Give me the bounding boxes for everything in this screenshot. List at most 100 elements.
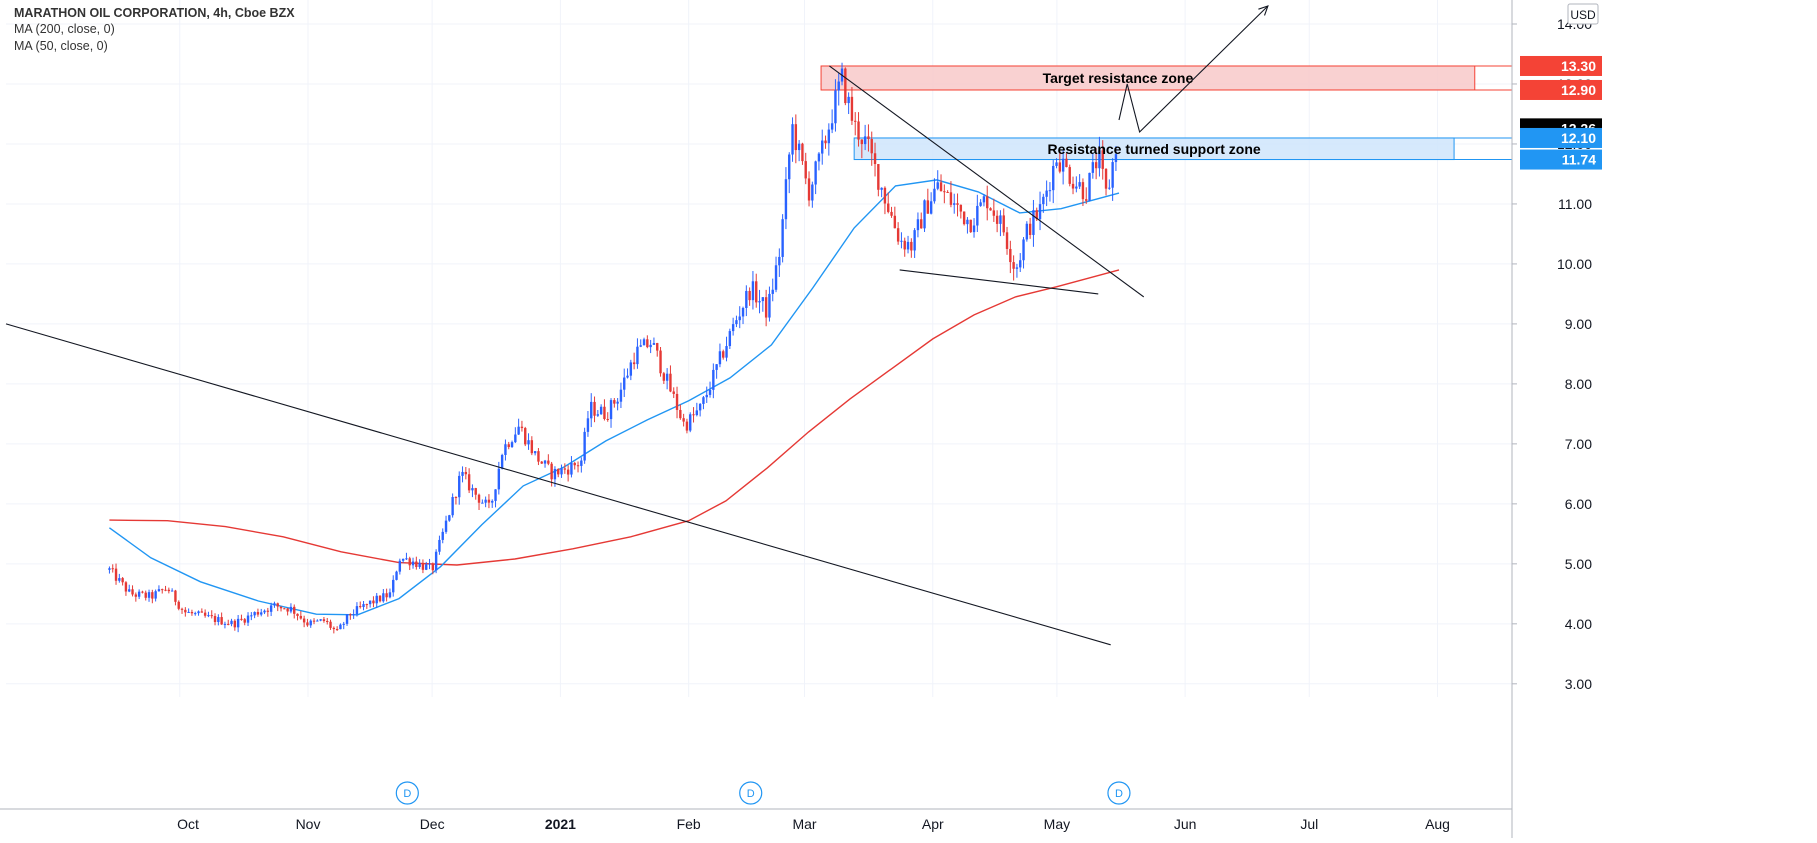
ma200-legend[interactable]: MA (200, close, 0) xyxy=(14,22,115,36)
currency-box[interactable] xyxy=(1567,3,1599,25)
candle-body xyxy=(428,563,431,565)
candle-body xyxy=(1035,210,1038,220)
projection-path[interactable] xyxy=(1118,5,1269,134)
candle-body xyxy=(563,468,567,470)
candle-body xyxy=(517,426,520,435)
candle-body xyxy=(250,615,253,617)
candle-body xyxy=(438,539,441,552)
candle-body xyxy=(599,406,603,415)
trendline[interactable] xyxy=(829,65,1145,298)
candle-body xyxy=(959,204,963,212)
candle-body xyxy=(616,401,619,404)
candle-body xyxy=(395,571,398,580)
candle-body xyxy=(695,410,699,416)
candle-body xyxy=(312,620,316,622)
candle-body xyxy=(266,610,270,612)
candle-body xyxy=(207,615,210,617)
candle-body xyxy=(332,627,336,630)
candle-body xyxy=(194,613,197,615)
projection-arrowhead xyxy=(1258,5,1269,16)
candle-body xyxy=(335,629,339,631)
candle-body xyxy=(863,136,867,145)
candle-body xyxy=(411,561,415,566)
candle-body xyxy=(880,187,883,190)
candle-body xyxy=(329,621,332,628)
candle-body xyxy=(425,564,428,570)
candle-body xyxy=(850,96,854,121)
candle-body xyxy=(1022,239,1025,261)
candle-body xyxy=(705,394,708,398)
candle-body xyxy=(269,605,273,612)
price-label-text: 11.74 xyxy=(1562,152,1596,168)
candle-body xyxy=(299,615,303,619)
candle-body xyxy=(953,203,956,205)
trendline[interactable] xyxy=(5,323,1111,646)
candle-body xyxy=(929,201,933,214)
dividend-marker[interactable] xyxy=(395,781,419,805)
candle-body xyxy=(494,489,497,501)
candle-body xyxy=(751,281,755,301)
candle-body xyxy=(203,612,207,616)
candle-body xyxy=(923,200,926,229)
candle-body xyxy=(467,474,471,491)
candle-body xyxy=(623,377,626,390)
candle-body xyxy=(236,618,240,628)
candle-body xyxy=(114,568,118,581)
dividend-marker[interactable] xyxy=(1107,781,1131,805)
candle-body xyxy=(240,618,243,620)
y-tick-label: 5.00 xyxy=(1565,556,1592,572)
x-tick-label: Nov xyxy=(296,816,321,832)
candle-body xyxy=(293,606,296,614)
ma50-legend[interactable]: MA (50, close, 0) xyxy=(14,39,108,53)
candle-body xyxy=(1111,162,1114,188)
candle-body xyxy=(527,440,530,445)
candle-body xyxy=(1094,162,1098,169)
candle-body xyxy=(669,373,672,392)
candle-body xyxy=(339,624,342,630)
candle-body xyxy=(276,603,279,607)
candle-body xyxy=(1015,267,1019,269)
candle-body xyxy=(1071,183,1075,189)
candle-body xyxy=(431,563,435,571)
candle-body xyxy=(233,620,237,628)
candle-body xyxy=(679,409,682,419)
candle-body xyxy=(566,469,570,475)
candle-body xyxy=(1104,168,1108,189)
x-tick-label: Oct xyxy=(177,816,199,832)
candle-body xyxy=(180,608,184,610)
trendline[interactable] xyxy=(899,269,1099,295)
candle-body xyxy=(306,622,309,626)
candle-body xyxy=(147,592,151,598)
zone-label: Target resistance zone xyxy=(1043,70,1194,86)
candle-body xyxy=(626,375,629,378)
candle-body xyxy=(854,120,857,122)
candle-body xyxy=(289,606,293,612)
candle-body xyxy=(890,211,893,216)
dividend-marker[interactable] xyxy=(739,781,763,805)
candle-body xyxy=(326,620,329,622)
candle-body xyxy=(781,219,784,257)
candle-body xyxy=(1085,199,1088,201)
candle-body xyxy=(797,143,801,151)
candle-body xyxy=(768,293,771,318)
candle-body xyxy=(161,589,164,591)
candle-body xyxy=(434,551,438,571)
candle-body xyxy=(586,418,590,432)
candle-body xyxy=(791,124,794,155)
candle-body xyxy=(580,460,583,466)
candle-body xyxy=(273,603,276,606)
candle-body xyxy=(510,442,514,448)
price-label-box xyxy=(1520,55,1602,76)
candle-body xyxy=(741,307,745,317)
candle-body xyxy=(385,593,388,598)
candle-body xyxy=(603,406,606,419)
candle-body xyxy=(302,618,306,623)
candle-body xyxy=(260,612,263,615)
candle-body xyxy=(1005,232,1009,249)
candle-body xyxy=(735,320,738,325)
candle-body xyxy=(1012,262,1015,269)
candle-body xyxy=(134,594,138,597)
candle-body xyxy=(900,240,903,242)
candle-body xyxy=(137,591,141,597)
